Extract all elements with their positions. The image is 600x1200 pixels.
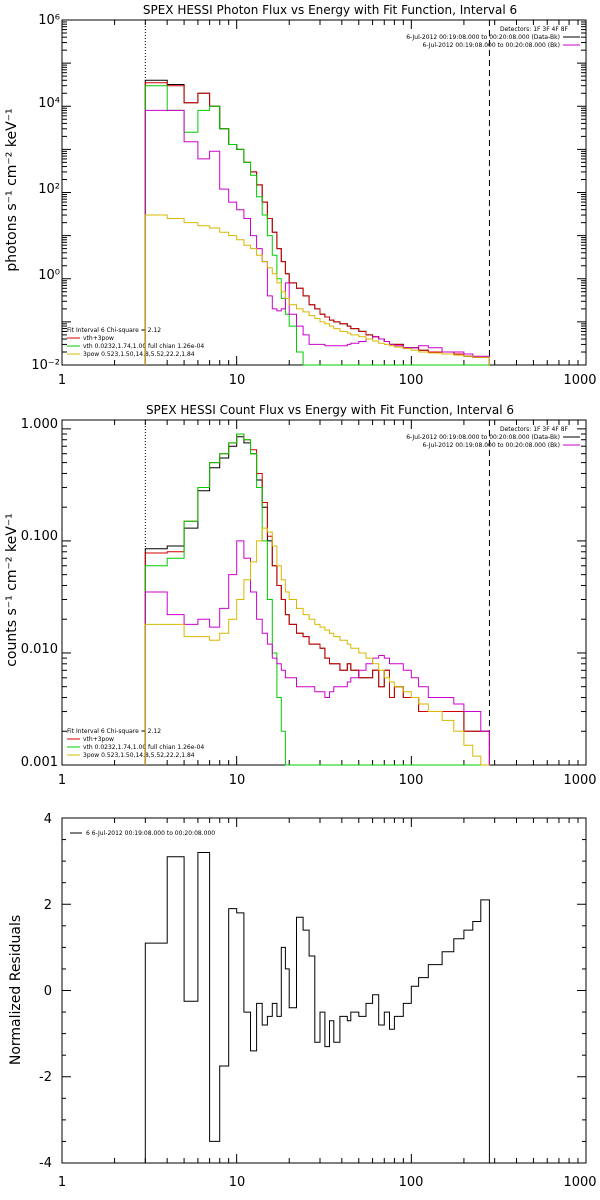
residuals-legend-label: 6 6-Jul-2012 00:19:08.000 to 00:20:08.00… (86, 830, 215, 837)
count-y-tick-label: 1.000 (21, 417, 58, 432)
count-panel-title: SPEX HESSI Count Flux vs Energy with Fit… (146, 403, 514, 417)
residuals-y-tick-label: -2 (39, 1070, 52, 1085)
photon-x-tick-label: 10 (229, 373, 246, 388)
photon-series-2 (144, 85, 490, 366)
count-x-tick-label: 10 (229, 773, 246, 788)
residuals-x-tick-label: 1 (58, 1175, 66, 1190)
residuals-plot-frame (61, 817, 587, 1164)
count-y-axis-label: counts s⁻¹ cm⁻² keV⁻¹ (4, 513, 20, 667)
photon-plot-frame (61, 19, 587, 366)
photon-legend-3pow-params: 3pow 0.523,1.50,14.8,5.52,22.2,1.84 (83, 351, 195, 358)
photon-y-tick-label: 10⁶ (38, 13, 60, 28)
count-series-1 (144, 433, 490, 765)
count-series-3 (144, 540, 490, 765)
residuals-x-tick-label: 10 (229, 1175, 246, 1190)
count-series-0 (144, 436, 490, 765)
photon-legend-data-bk: 6-Jul-2012 00:19:08.000 to 00:20:08.000 … (406, 34, 560, 41)
photon-flux-panel: SPEX HESSI Photon Flux vs Energy with Fi… (4, 3, 597, 388)
photon-legend-bk: 6-Jul-2012 00:19:08.000 to 00:20:08.000 … (422, 42, 560, 49)
photon-x-tick-label: 100 (399, 373, 424, 388)
residuals-y-tick-label: 4 (44, 812, 52, 827)
residuals-x-tick-label: 1000 (563, 1175, 596, 1190)
residuals-y-tick-label: 0 (44, 984, 52, 999)
photon-legend-detectors: Detectors: 1F 3F 4F 8F (500, 26, 569, 33)
photon-y-tick-label: 10⁰ (38, 268, 60, 283)
photon-legend-fit-name: vth+3pow (83, 335, 114, 342)
photon-x-tick-label: 1000 (563, 373, 596, 388)
count-x-tick-label: 100 (399, 773, 424, 788)
count-legend-bk: 6-Jul-2012 00:19:08.000 to 00:20:08.000 … (422, 442, 560, 449)
residuals-series-0 (144, 852, 490, 1163)
count-x-tick-label: 1 (58, 773, 66, 788)
residuals-panel: Normalized Residuals 4 2 0 -2 -4 1 10 10… (8, 812, 597, 1190)
residuals-y-tick-label: -4 (39, 1156, 52, 1171)
residuals-y-axis-label: Normalized Residuals (8, 915, 24, 1065)
count-legend-fit-name: vth+3pow (83, 736, 114, 743)
photon-x-tick-label: 1 (58, 373, 66, 388)
photon-y-tick-label: 10⁴ (38, 96, 60, 111)
photon-series-1 (144, 82, 490, 365)
residuals-legend: 6 6-Jul-2012 00:19:08.000 to 00:20:08.00… (70, 830, 215, 837)
photon-series-3 (144, 109, 490, 365)
count-legend-vth-params: vth 0.0232,1.74,1.00 full chian 1.26e-04 (83, 744, 204, 751)
count-legend-detectors: Detectors: 1F 3F 4F 8F (500, 426, 569, 433)
photon-panel-title: SPEX HESSI Photon Flux vs Energy with Fi… (143, 3, 517, 17)
count-y-tick-label: 0.001 (21, 755, 58, 770)
photon-y-axis-label: photons s⁻¹ cm⁻² keV⁻¹ (4, 108, 20, 271)
photon-y-tick-label: 10² (38, 182, 60, 197)
count-legend-top: Detectors: 1F 3F 4F 8F 6-Jul-2012 00:19:… (406, 426, 580, 449)
count-flux-panel: SPEX HESSI Count Flux vs Energy with Fit… (4, 403, 597, 788)
count-legend-3pow-params: 3pow 0.523,1.50,14.8,5.52,22.2,1.84 (83, 752, 195, 759)
photon-legend-top: Detectors: 1F 3F 4F 8F 6-Jul-2012 00:19:… (406, 26, 580, 49)
photon-legend-vth-params: vth 0.0232,1.74,1.00 full chian 1.26e-04 (83, 343, 204, 350)
photon-legend-bottom: Fit Interval 6 Chi-square = 2.12 vth+3po… (67, 327, 204, 358)
count-legend-data-bk: 6-Jul-2012 00:19:08.000 to 00:20:08.000 … (406, 434, 560, 441)
count-series-2 (144, 433, 490, 766)
count-legend-fit-interval: Fit Interval 6 Chi-square = 2.12 (67, 728, 161, 735)
count-series-4 (144, 527, 490, 766)
chart-marks (61, 19, 586, 1164)
count-y-tick-label: 0.010 (21, 642, 58, 657)
residuals-x-tick-label: 100 (399, 1175, 424, 1190)
count-legend-bottom: Fit Interval 6 Chi-square = 2.12 vth+3po… (67, 728, 204, 759)
photon-legend-fit-interval: Fit Interval 6 Chi-square = 2.12 (67, 327, 161, 334)
count-y-tick-label: 0.100 (21, 529, 58, 544)
photon-y-tick-label: 10⁻² (31, 358, 60, 373)
count-plot-frame (61, 419, 587, 766)
residuals-y-tick-label: 2 (44, 898, 52, 913)
photon-series-4 (144, 214, 490, 365)
count-x-tick-label: 1000 (563, 773, 596, 788)
